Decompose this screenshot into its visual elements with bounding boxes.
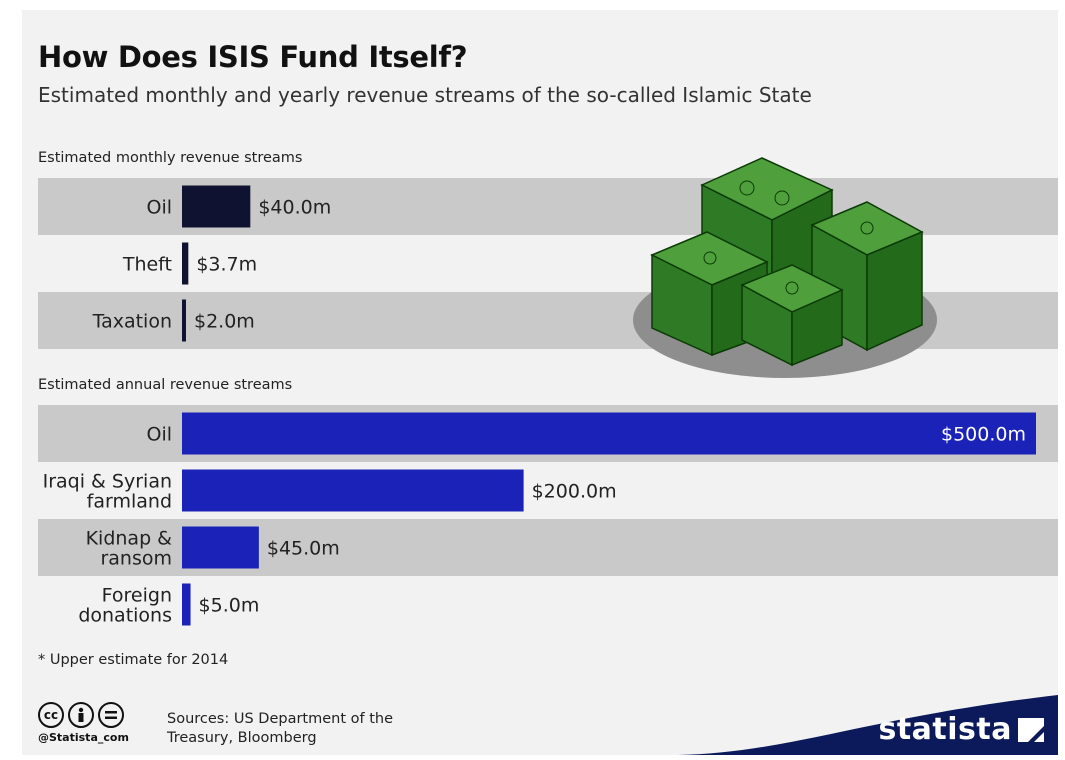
value-label: $40.0m [258,197,331,219]
statista-logo-text: statista [878,712,1012,747]
bar [182,242,189,285]
money-stack-illustration [633,157,937,378]
monthly-section-label: Estimated monthly revenue streams [38,150,303,166]
annual-section-label: Estimated annual revenue streams [38,377,293,393]
footnote: * Upper estimate for 2014 [38,652,229,668]
cc-icon: cc [38,702,64,728]
bar [182,526,259,569]
bar [182,583,191,626]
category-label: ransom [100,548,172,570]
bar [182,412,1036,455]
category-label: farmland [87,491,172,513]
sources-line-1: Sources: US Department of the [167,711,394,727]
statista-handle: @Statista_com [38,731,129,744]
license-badges: cc @Statista_com [38,702,129,744]
value-label: $200.0m [532,481,617,503]
bar [182,469,524,512]
value-label: $5.0m [199,595,260,617]
category-label: Oil [146,424,172,446]
value-label: $45.0m [267,538,340,560]
sources-line-2: Treasury, Bloomberg [167,730,317,746]
statista-logo-icon [1018,718,1044,742]
bar [182,299,186,342]
category-label: Taxation [92,311,172,333]
value-label: $2.0m [194,311,255,333]
category-label: Kidnap & [86,528,173,550]
bar [182,185,251,228]
infographic-card: How Does ISIS Fund Itself? Estimated mon… [22,10,1058,755]
category-label: donations [78,605,172,627]
category-label: Theft [122,254,172,276]
value-label: $3.7m [196,254,257,276]
attribution-icon [68,702,94,728]
value-label: $500.0m [941,424,1026,446]
category-label: Oil [146,197,172,219]
no-derivatives-icon [98,702,124,728]
page-title: How Does ISIS Fund Itself? [38,40,468,74]
brand-swoosh [678,695,1058,755]
category-label: Iraqi & Syrian [43,471,172,493]
sources: Sources: US Department of the Treasury, … [167,710,467,748]
page-subtitle: Estimated monthly and yearly revenue str… [38,83,812,107]
category-label: Foreign [102,585,172,607]
